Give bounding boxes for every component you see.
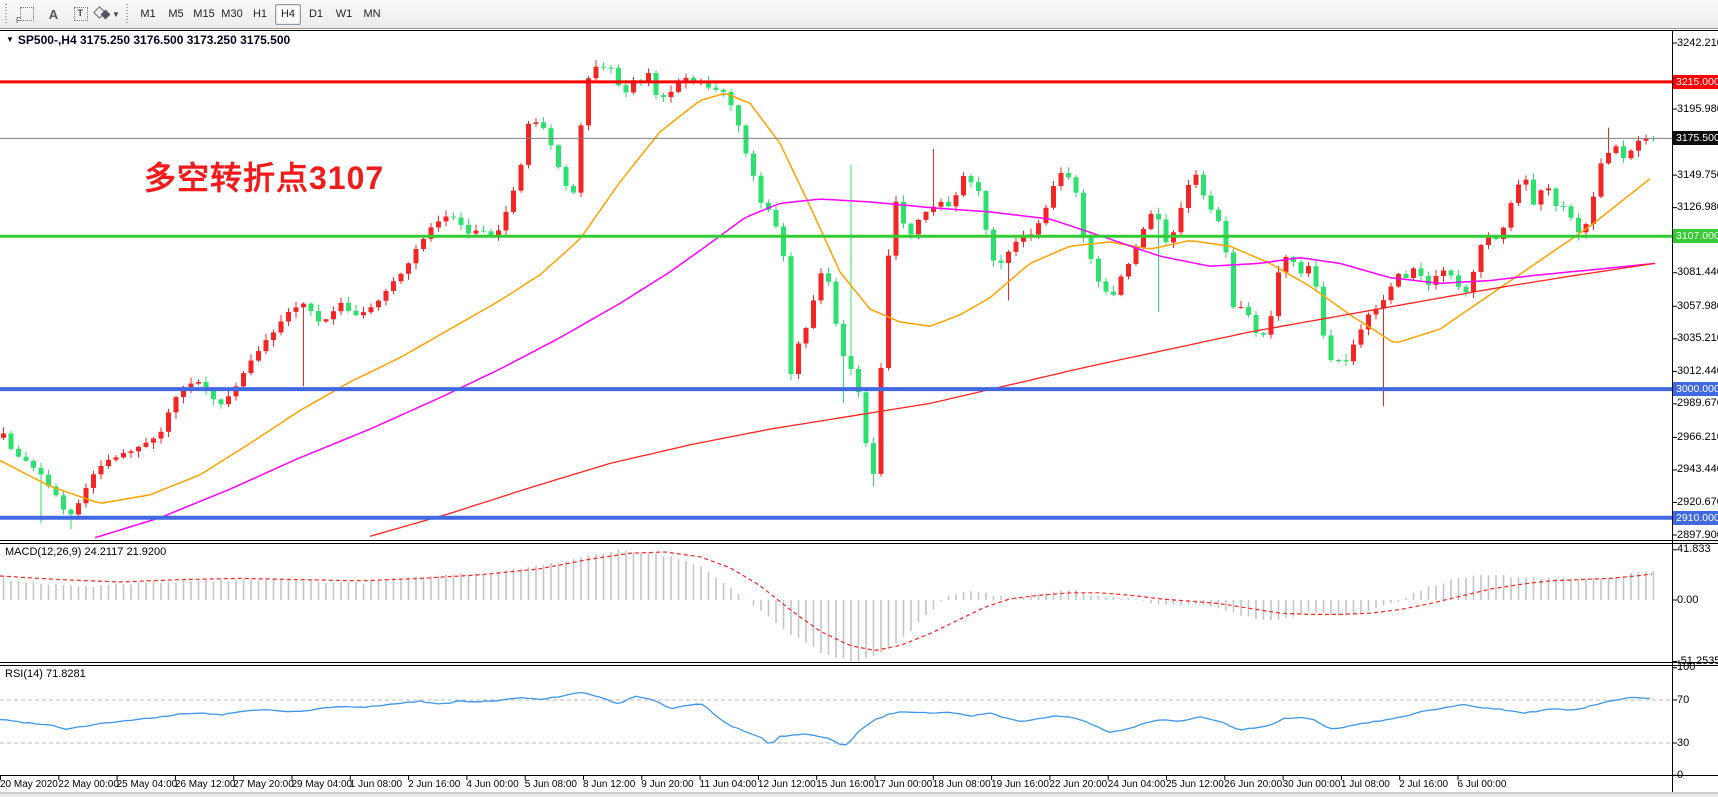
current-price-box: 3175.500: [1673, 131, 1718, 146]
chevron-down-icon[interactable]: ▼: [6, 35, 14, 44]
time-axis-label: 26 May 12:00: [174, 779, 236, 790]
timeframe-buttons-group: M1 M5 M15 M30 H1 H4 D1 W1 MN: [134, 3, 386, 25]
time-axis-label: 6 Jul 00:00: [1457, 779, 1507, 790]
price-axis-tick: 3035.210: [1677, 332, 1718, 345]
timeframe-button-M15[interactable]: M15: [193, 8, 215, 20]
time-axis-label: 26 Jun 20:00: [1224, 779, 1283, 790]
price-axis-tick: 2943.440: [1677, 463, 1718, 476]
timeframe-button-MN[interactable]: MN: [363, 8, 381, 20]
time-axis-label: 20 May 2020: [0, 779, 58, 790]
price-axis-tick: 3149.750: [1677, 168, 1718, 181]
time-axis-label: 4 Jun 00:00: [466, 779, 519, 790]
price-axis-tick: 2989.670: [1677, 397, 1718, 410]
timeframe-button-M30[interactable]: M30: [221, 8, 243, 20]
shapes-tool-icon[interactable]: ▼: [93, 3, 121, 26]
text-box-tool-icon[interactable]: T: [67, 3, 94, 26]
main-price-panel[interactable]: [0, 60, 1672, 539]
time-axis-label: 1 Jun 08:00: [349, 779, 403, 790]
time-axis-label: 25 May 04:00: [116, 779, 178, 790]
price-axis-tick: 3126.980: [1677, 201, 1718, 214]
macd-signal-line: [0, 551, 1653, 652]
macd-axis-tick: -51.2535: [1677, 655, 1718, 667]
rsi-axis-tick: 100: [1677, 661, 1696, 674]
price-axis-tick: 2920.670: [1677, 495, 1718, 508]
price-axis-tick: 3012.440: [1677, 364, 1718, 377]
rsi-axis-tick: 0: [1677, 768, 1684, 781]
macd-panel[interactable]: [0, 549, 1655, 661]
rsi-line: [0, 691, 1651, 746]
price-level-box-3000.000: 3000.000: [1673, 382, 1718, 397]
price-level-box-3215.000: 3215.000: [1673, 74, 1718, 89]
timeframe-button-M1[interactable]: M1: [140, 8, 156, 20]
time-axis-label: 19 Jun 16:00: [991, 779, 1049, 790]
symbol-ohlc-header: ▼ SP500-,H4 3175.250 3176.500 3173.250 31…: [6, 33, 291, 47]
rsi-axis-tick: 70: [1677, 693, 1690, 706]
dropdown-caret-icon: ▼: [112, 9, 120, 19]
timeframe-button-H1[interactable]: H1: [252, 8, 268, 20]
rsi-axis-tick: 30: [1677, 736, 1690, 749]
toolbar-grip[interactable]: [3, 4, 10, 24]
price-axis-tick: 3195.980: [1677, 102, 1718, 115]
rsi-panel[interactable]: [0, 691, 1672, 746]
time-axis-label: 25 Jun 12:00: [1166, 779, 1224, 790]
time-axis-label: 22 Jun 20:00: [1049, 779, 1108, 790]
price-axis-tick: 3057.980: [1677, 299, 1718, 312]
time-axis-label: 2 Jun 16:00: [408, 779, 461, 790]
timeframe-button-M5[interactable]: M5: [168, 8, 184, 20]
macd-axis-tick: 0.00: [1677, 593, 1699, 606]
rsi-indicator-label: RSI(14) 71.8281: [5, 668, 86, 680]
price-level-box-2910.000: 2910.000: [1673, 510, 1718, 525]
time-axis-label: 15 Jun 16:00: [816, 779, 875, 790]
ma-slow-red: [369, 262, 1655, 537]
time-axis-label: 30 Jun 00:00: [1282, 779, 1341, 790]
price-axis-tick: 2897.900: [1677, 528, 1718, 541]
price-axis-tick: 3242.210: [1677, 36, 1718, 49]
status-strip: [0, 793, 1718, 797]
timeframe-toolbar-grip[interactable]: [124, 4, 131, 24]
time-axis-label: 8 Jun 12:00: [583, 779, 636, 790]
price-axis-tick: 3081.440: [1677, 266, 1718, 279]
time-axis-label: 24 Jun 04:00: [1107, 779, 1166, 790]
time-axis-label: 12 Jun 12:00: [757, 779, 816, 790]
price-axis-tick: 2966.210: [1677, 430, 1718, 443]
ma-mid-magenta: [94, 198, 1656, 539]
time-axis-label: 29 May 04:00: [291, 779, 353, 790]
text-label-tool-icon[interactable]: A: [48, 6, 59, 22]
time-axis-label: 5 Jun 08:00: [524, 779, 577, 790]
macd-indicator-label: MACD(12,26,9) 24.2117 21.9200: [5, 546, 167, 558]
time-axis-label: 17 Jun 00:00: [874, 779, 933, 790]
time-axis-label: 22 May 00:00: [58, 779, 119, 790]
timeframe-button-H4[interactable]: H4: [275, 3, 301, 25]
macd-axis-tick: 41.833: [1677, 543, 1711, 556]
timeframe-button-W1[interactable]: W1: [335, 8, 353, 20]
price-level-box-3107.000: 3107.000: [1673, 229, 1718, 244]
ma-fast-orange: [0, 92, 1651, 504]
drawing-tools-group: F A T ▼: [13, 3, 121, 26]
toolbar: F A T ▼ M1 M5 M15 M30 H1 H4 D1 W1 MN: [0, 0, 1718, 29]
time-axis-label: 1 Jul 08:00: [1340, 779, 1390, 790]
frame-f-tool-icon[interactable]: F: [13, 3, 40, 26]
time-axis-label: 18 Jun 08:00: [932, 779, 991, 790]
time-axis-label: 27 May 20:00: [233, 779, 294, 790]
chart-annotation-text: 多空转折点3107: [144, 160, 385, 196]
time-axis-label: 9 Jun 20:00: [641, 779, 694, 790]
time-axis-label: 11 Jun 04:00: [699, 779, 757, 790]
timeframe-button-D1[interactable]: D1: [308, 8, 324, 20]
time-axis-label: 2 Jul 16:00: [1399, 779, 1449, 790]
